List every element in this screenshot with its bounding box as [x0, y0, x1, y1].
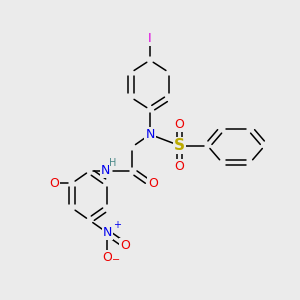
Text: S: S: [174, 138, 185, 153]
Text: I: I: [148, 32, 152, 45]
Text: O: O: [102, 251, 112, 264]
Text: H: H: [110, 158, 117, 168]
Text: −: −: [112, 255, 120, 266]
Text: N: N: [100, 164, 110, 177]
Text: O: O: [148, 177, 158, 190]
Text: N: N: [145, 128, 155, 141]
Text: +: +: [113, 220, 121, 230]
Text: O: O: [175, 160, 184, 173]
Text: O: O: [175, 118, 184, 131]
Text: N: N: [103, 226, 112, 239]
Text: O: O: [50, 177, 59, 190]
Text: O: O: [120, 238, 130, 252]
